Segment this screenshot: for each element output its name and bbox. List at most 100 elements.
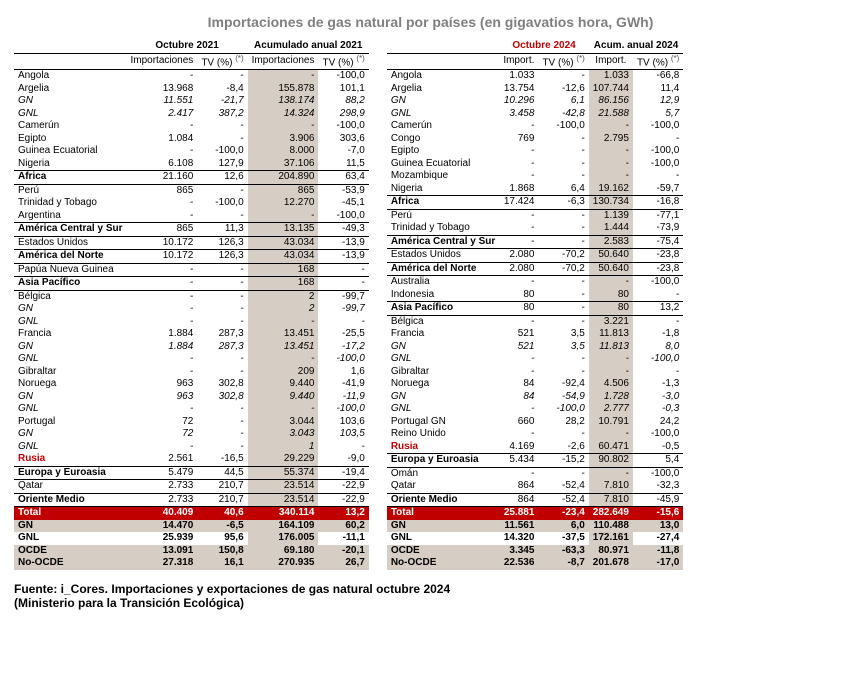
cell: - xyxy=(589,467,633,480)
row-label: GNL xyxy=(14,441,127,454)
row-label: Perú xyxy=(387,209,500,222)
cell: -73,9 xyxy=(633,222,683,235)
cell: 963 xyxy=(127,378,198,391)
cell: -3,0 xyxy=(633,391,683,404)
row-label: Estados Unidos xyxy=(387,249,500,263)
cell: 282.649 xyxy=(589,507,633,520)
row-label: Noruega xyxy=(387,378,500,391)
cell: - xyxy=(589,366,633,379)
cell: -15,2 xyxy=(538,454,588,468)
cell: -6,5 xyxy=(197,520,247,533)
cell: -100,0 xyxy=(538,403,588,416)
cell: 29.229 xyxy=(248,453,319,466)
cell: -100,0 xyxy=(197,197,247,210)
cell: -100,0 xyxy=(633,158,683,171)
cell: 6,0 xyxy=(538,520,588,533)
cell: - xyxy=(127,277,198,291)
cell: 1 xyxy=(248,441,319,454)
cell: - xyxy=(499,467,538,480)
cell: - xyxy=(197,290,247,303)
cell: - xyxy=(589,158,633,171)
cell: -66,8 xyxy=(633,70,683,83)
cell: 4.169 xyxy=(499,441,538,454)
row-label: GN xyxy=(387,95,500,108)
cell: 1.033 xyxy=(589,70,633,83)
cell: 660 xyxy=(499,416,538,429)
cell: 769 xyxy=(499,133,538,146)
cell: -100,0 xyxy=(318,70,368,83)
cell: 13.091 xyxy=(127,545,198,558)
page-title: Importaciones de gas natural por países … xyxy=(14,14,847,30)
cell: 103,5 xyxy=(318,428,368,441)
hdr-cum: Acum. anual 2024 xyxy=(589,40,684,53)
cell: 12.270 xyxy=(248,197,319,210)
cell: 60,2 xyxy=(318,520,368,533)
cell: - xyxy=(499,158,538,171)
cell: 50.640 xyxy=(589,249,633,263)
cell: 2.417 xyxy=(127,108,198,121)
cell: -1,8 xyxy=(633,328,683,341)
cell: - xyxy=(538,276,588,289)
row-label: Portugal xyxy=(14,416,127,429)
cell: 14.320 xyxy=(499,532,538,545)
cell: 80 xyxy=(499,289,538,302)
cell: 176.005 xyxy=(248,532,319,545)
row-label: GNL xyxy=(387,353,500,366)
cell: - xyxy=(538,315,588,328)
cell: - xyxy=(127,70,198,83)
cell: -16,5 xyxy=(197,453,247,466)
row-label: Francia xyxy=(14,328,127,341)
cell: 22.536 xyxy=(499,557,538,570)
cell: -23,4 xyxy=(538,507,588,520)
cell: - xyxy=(197,403,247,416)
row-label: Egipto xyxy=(387,145,500,158)
col-imp: Importaciones xyxy=(248,53,319,70)
cell: -70,2 xyxy=(538,262,588,276)
cell: -52,4 xyxy=(538,480,588,493)
cell: 11.813 xyxy=(589,341,633,354)
cell: -8,7 xyxy=(538,557,588,570)
cell: 2.795 xyxy=(589,133,633,146)
cell: - xyxy=(499,170,538,183)
cell: 5.434 xyxy=(499,454,538,468)
row-label: No-OCDE xyxy=(387,557,500,570)
row-label: GNL xyxy=(14,108,127,121)
cell: -100,0 xyxy=(633,276,683,289)
cell: 864 xyxy=(499,493,538,507)
cell: - xyxy=(197,303,247,316)
cell: 521 xyxy=(499,341,538,354)
cell: -13,9 xyxy=(318,250,368,264)
cell: - xyxy=(197,120,247,133)
row-label: GNL xyxy=(14,532,127,545)
cell: - xyxy=(197,366,247,379)
cell: -1,3 xyxy=(633,378,683,391)
cell: - xyxy=(127,210,198,223)
cell: -25,5 xyxy=(318,328,368,341)
cell: - xyxy=(538,70,588,83)
cell: 21.588 xyxy=(589,108,633,121)
cell: -99,7 xyxy=(318,303,368,316)
cell: - xyxy=(589,276,633,289)
cell: - xyxy=(197,428,247,441)
row-label: Total xyxy=(14,507,127,520)
cell: -100,0 xyxy=(633,428,683,441)
cell: -100,0 xyxy=(318,353,368,366)
cell: -22,9 xyxy=(318,493,368,507)
cell: - xyxy=(589,353,633,366)
row-label: GN xyxy=(387,341,500,354)
cell: - xyxy=(127,120,198,133)
cell: - xyxy=(197,263,247,277)
cell: 8.000 xyxy=(248,145,319,158)
cell: 2 xyxy=(248,290,319,303)
cell: 13.968 xyxy=(127,83,198,96)
row-label: Estados Unidos xyxy=(14,236,127,250)
cell: - xyxy=(538,428,588,441)
row-label: Portugal GN xyxy=(387,416,500,429)
cell: - xyxy=(538,170,588,183)
col-imp: Importaciones xyxy=(127,53,198,70)
cell: - xyxy=(589,428,633,441)
cell: 3.221 xyxy=(589,315,633,328)
cell: - xyxy=(538,302,588,316)
cell: 24,2 xyxy=(633,416,683,429)
row-label: Trinidad y Tobago xyxy=(14,197,127,210)
